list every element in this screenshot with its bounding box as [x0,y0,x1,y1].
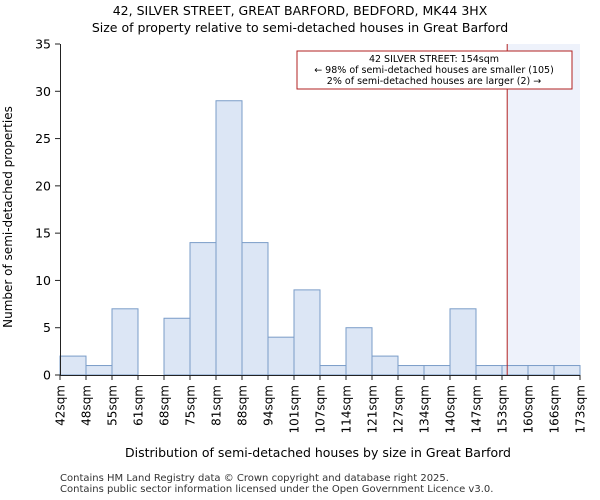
y-tick-label: 30 [35,84,51,99]
bar-55sqm [111,308,139,376]
x-tick-label: 101sqm [288,385,302,433]
x-tick-label: 94sqm [262,385,276,426]
bar-140sqm [449,308,477,376]
bar-166sqm [553,365,581,376]
footer-copyright: Contains HM Land Registry data © Crown c… [60,473,449,484]
bar-160sqm [527,365,555,376]
bar-75sqm [189,242,217,376]
bar-114sqm [345,327,373,376]
x-tick-label: 127sqm [392,385,406,433]
chart-title: 42, SILVER STREET, GREAT BARFORD, BEDFOR… [113,3,488,18]
bar-101sqm [293,289,321,376]
x-tick-label: 61sqm [132,385,146,426]
x-axis-label: Distribution of semi-detached houses by … [125,445,511,460]
bar-134sqm [423,365,451,376]
y-tick-label: 35 [35,37,51,52]
x-tick-label: 42sqm [54,385,68,426]
chart-subtitle: Size of property relative to semi-detach… [92,20,508,35]
annotation-line-3: 2% of semi-detached houses are larger (2… [327,76,541,87]
bar-48sqm [85,365,113,376]
bar-107sqm [319,365,347,376]
x-tick-label: 147sqm [470,385,484,433]
x-tick-label: 173sqm [574,385,588,433]
bar-68sqm [163,317,191,376]
bar-127sqm [397,365,425,376]
bar-121sqm [371,355,399,376]
x-tick-label: 55sqm [106,385,120,426]
highlight-region [507,44,580,375]
x-tick-label: 134sqm [418,385,432,433]
bar-42sqm [59,355,87,376]
annotation-line-2: ← 98% of semi-detached houses are smalle… [314,65,554,76]
y-tick-label: 20 [35,178,51,193]
bar-94sqm [267,336,295,376]
x-tick-label: 121sqm [366,385,380,433]
y-tick-label: 15 [35,226,51,241]
x-tick-label: 140sqm [444,385,458,433]
x-tick-label: 166sqm [548,385,562,433]
y-axis-label: Number of semi-detached properties [1,106,15,328]
x-tick-label: 88sqm [236,385,250,426]
annotation-box: 42 SILVER STREET: 154sqm ← 98% of semi-d… [296,50,573,90]
y-tick-label: 5 [43,320,51,335]
x-tick-label: 107sqm [314,385,328,433]
bar-88sqm [241,242,269,376]
x-tick-label: 160sqm [522,385,536,433]
y-tick-label: 25 [35,131,51,146]
y-tick-label: 10 [35,273,51,288]
annotation-line-1: 42 SILVER STREET: 154sqm [369,54,499,65]
x-tick-label: 153sqm [496,385,510,433]
x-tick-label: 81sqm [210,385,224,426]
bar-147sqm [475,365,503,376]
footer-licence: Contains public sector information licen… [60,484,494,495]
y-tick-label: 0 [43,368,51,383]
bar-153sqm [501,365,529,376]
x-tick-label: 75sqm [184,385,198,426]
x-tick-label: 48sqm [80,385,94,426]
x-tick-label: 114sqm [340,385,354,433]
x-tick-label: 68sqm [158,385,172,426]
bar-81sqm [215,100,243,376]
